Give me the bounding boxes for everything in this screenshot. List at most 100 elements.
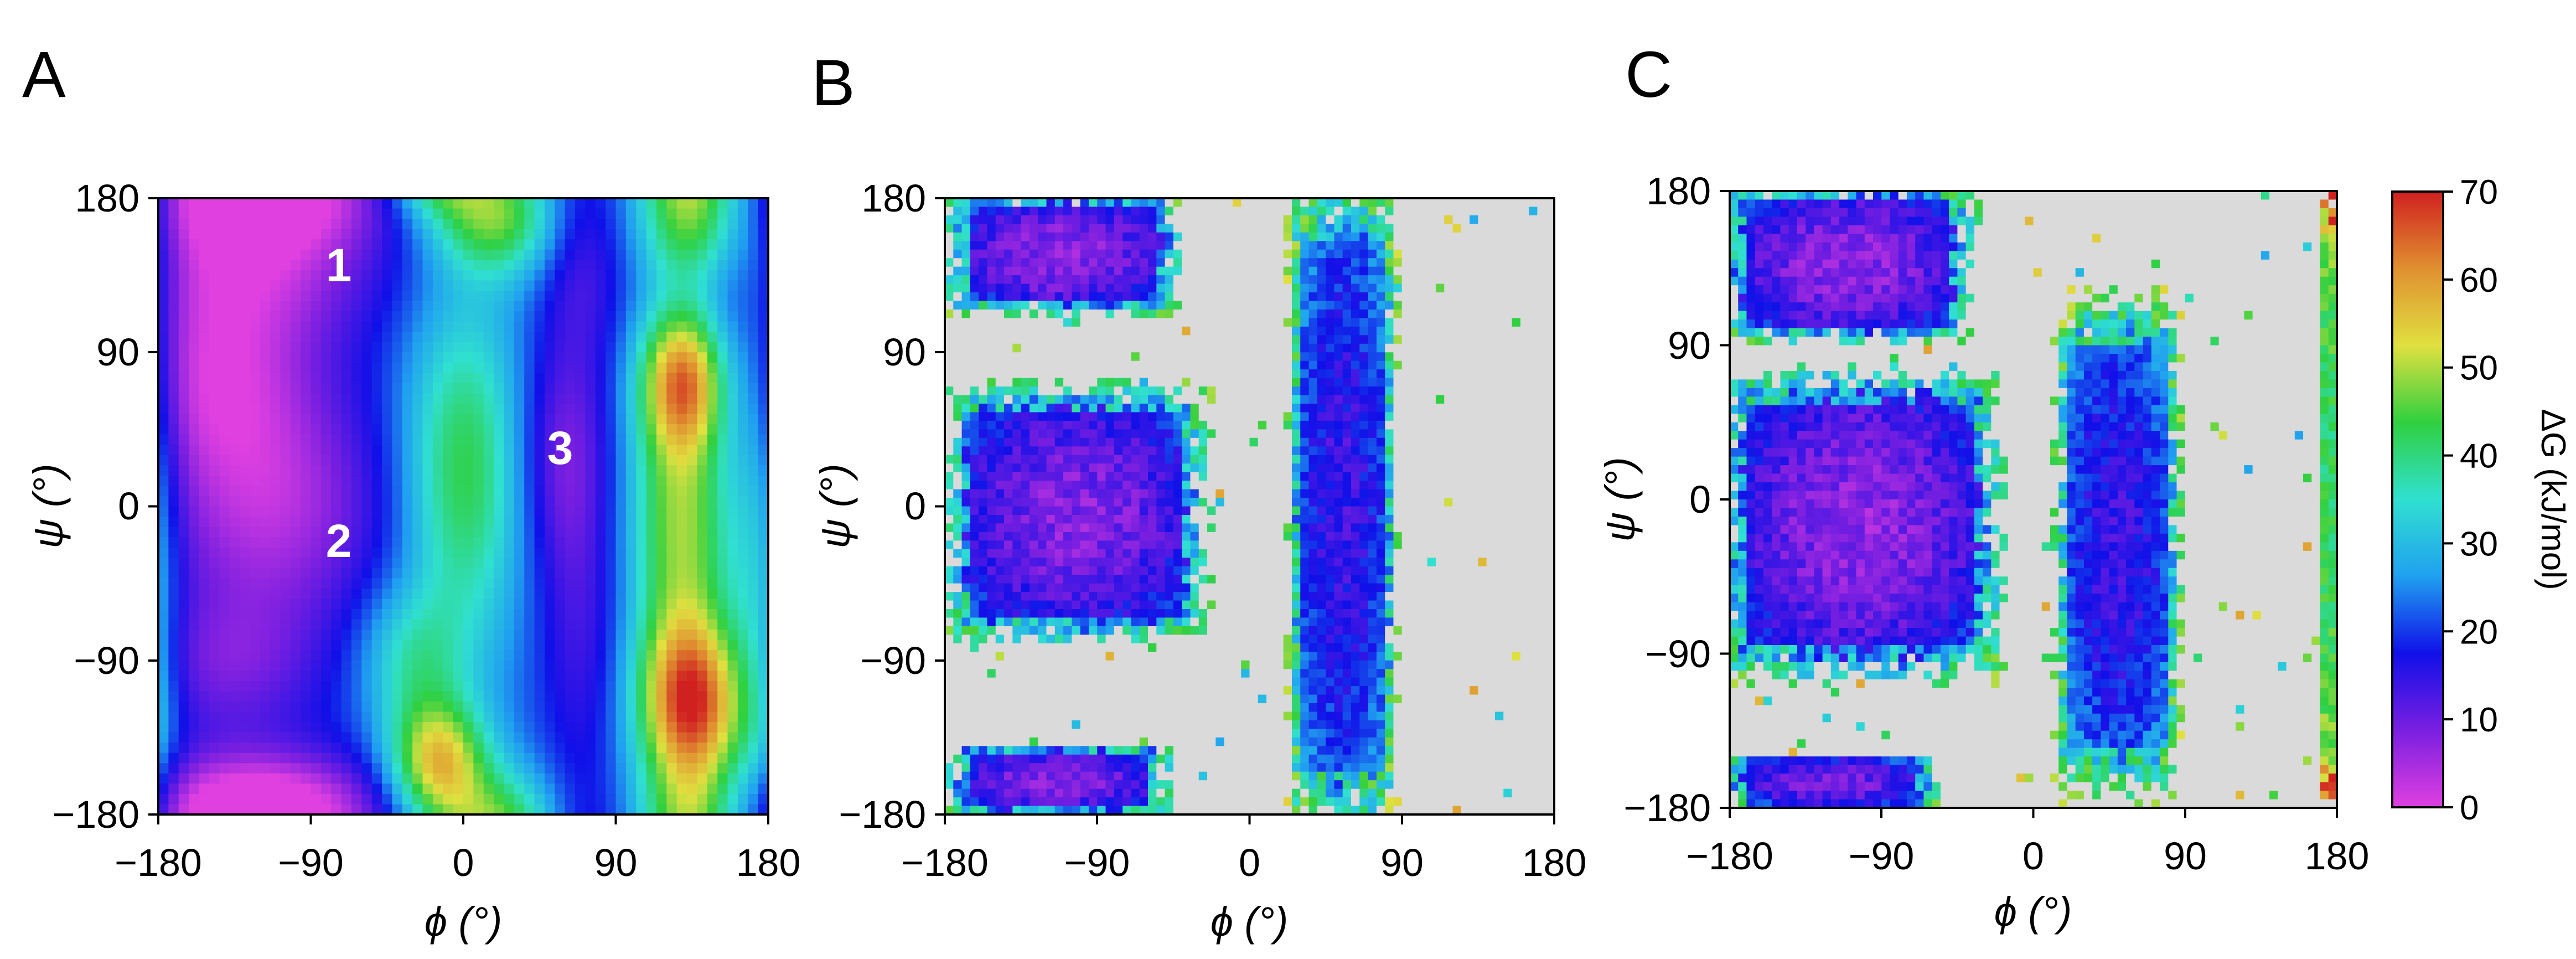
heatmap-cell xyxy=(168,445,179,455)
heatmap-cell xyxy=(555,229,565,240)
heatmap-cell xyxy=(1012,549,1021,558)
heatmap-cell xyxy=(687,702,697,712)
heatmap-cell xyxy=(219,733,230,743)
heatmap-cell xyxy=(250,414,260,425)
heatmap-cell xyxy=(535,404,545,414)
heatmap-cell xyxy=(979,421,987,430)
heatmap-cell xyxy=(433,712,443,723)
heatmap-cell xyxy=(962,404,971,413)
heatmap-cell xyxy=(945,755,954,764)
heatmap-cell xyxy=(1047,643,1056,652)
heatmap-cell xyxy=(606,363,616,373)
heatmap-cell xyxy=(728,763,738,774)
heatmap-cell xyxy=(535,209,545,219)
heatmap-cell xyxy=(463,753,474,764)
heatmap-cell xyxy=(666,650,677,661)
heatmap-cell xyxy=(728,239,738,250)
heatmap-cell xyxy=(504,486,514,496)
heatmap-cell xyxy=(402,589,413,599)
heatmap-cell xyxy=(979,626,987,635)
heatmap-cell xyxy=(453,702,464,712)
heatmap-cell xyxy=(158,239,169,250)
heatmap-cell xyxy=(1038,378,1047,387)
heatmap-cell xyxy=(1030,489,1038,498)
heatmap-cell xyxy=(331,568,342,579)
heatmap-cell xyxy=(209,311,220,322)
heatmap-cell xyxy=(728,558,738,568)
heatmap-cell xyxy=(585,322,596,332)
heatmap-cell xyxy=(168,363,179,373)
heatmap-cell xyxy=(484,722,494,733)
heatmap-cell xyxy=(463,712,474,723)
heatmap-cell xyxy=(606,630,616,640)
heatmap-cell xyxy=(392,620,402,630)
heatmap-cell xyxy=(291,476,301,486)
heatmap-cell xyxy=(656,568,667,579)
heatmap-cell xyxy=(1055,558,1064,566)
heatmap-cell xyxy=(636,712,646,723)
heatmap-cell xyxy=(250,804,260,814)
heatmap-cell xyxy=(1072,540,1080,549)
heatmap-cell xyxy=(636,507,646,517)
heatmap-cell xyxy=(953,540,962,549)
heatmap-cell xyxy=(945,738,954,746)
heatmap-cell xyxy=(677,650,687,661)
heatmap-cell xyxy=(189,465,199,476)
heatmap-cell xyxy=(392,455,402,466)
heatmap-cell xyxy=(463,393,474,404)
heatmap-cell xyxy=(646,424,657,435)
heatmap-cell xyxy=(524,239,535,250)
heatmap-cell xyxy=(555,558,565,568)
heatmap-cell xyxy=(666,691,677,702)
heatmap-cell xyxy=(463,733,474,743)
heatmap-cell xyxy=(606,229,616,240)
heatmap-cell xyxy=(1021,729,1030,738)
heatmap-cell xyxy=(1072,712,1080,721)
heatmap-cell xyxy=(423,465,433,476)
heatmap-cell xyxy=(1097,472,1106,481)
heatmap-cell xyxy=(524,352,535,363)
heatmap-cell xyxy=(1012,395,1021,404)
heatmap-cell xyxy=(351,239,362,250)
heatmap-cell xyxy=(738,661,748,671)
heatmap-cell xyxy=(596,209,606,219)
heatmap-cell xyxy=(1030,584,1038,592)
heatmap-cell xyxy=(1038,361,1047,370)
heatmap-cell xyxy=(199,517,209,527)
heatmap-cell xyxy=(331,753,342,764)
heatmap-cell xyxy=(179,363,189,373)
heatmap-cell xyxy=(280,239,291,250)
heatmap-cell xyxy=(970,318,979,327)
heatmap-cell xyxy=(728,681,738,692)
heatmap-cell xyxy=(596,620,606,630)
heatmap-cell xyxy=(331,681,342,692)
heatmap-cell xyxy=(626,794,637,805)
heatmap-cell xyxy=(189,537,199,548)
heatmap-cell xyxy=(677,496,687,507)
heatmap-cell xyxy=(1063,327,1072,336)
heatmap-cell xyxy=(423,661,433,671)
heatmap-cell xyxy=(717,517,728,527)
heatmap-cell xyxy=(1097,207,1106,215)
heatmap-cell xyxy=(585,527,596,538)
heatmap-cell xyxy=(656,548,667,558)
heatmap-cell xyxy=(1012,361,1021,370)
heatmap-cell xyxy=(535,630,545,640)
heatmap-cell xyxy=(1055,523,1064,532)
heatmap-cell xyxy=(1030,797,1038,806)
heatmap-cell xyxy=(945,284,954,293)
heatmap-cell xyxy=(301,753,311,764)
heatmap-cell xyxy=(1012,584,1021,592)
heatmap-cell xyxy=(382,414,392,425)
heatmap-cell xyxy=(646,671,657,681)
heatmap-cell xyxy=(545,383,555,394)
heatmap-cell xyxy=(240,414,250,425)
heatmap-cell xyxy=(697,712,707,723)
heatmap-cell xyxy=(646,681,657,692)
heatmap-cell xyxy=(1080,601,1089,610)
heatmap-cell xyxy=(616,743,627,753)
heatmap-cell xyxy=(1072,386,1080,395)
heatmap-cell xyxy=(260,435,271,445)
heatmap-cell xyxy=(945,215,954,224)
heatmap-cell xyxy=(168,424,179,435)
